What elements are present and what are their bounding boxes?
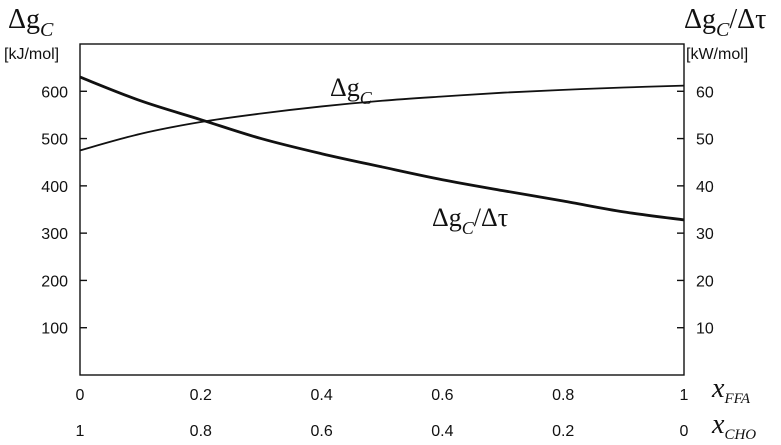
y-right-suffix: /Δτ	[729, 4, 766, 35]
series-label-suffix: /Δτ	[474, 203, 508, 232]
x-secondary-subscript: CHO	[724, 427, 756, 443]
y-right-tick-label: 30	[696, 226, 714, 243]
x-secondary-tick-label: 1	[76, 423, 85, 440]
x-primary-tick-label: 1	[680, 387, 689, 404]
y-left-symbol: Δg	[8, 4, 40, 35]
x-primary-tick-label: 0.2	[190, 387, 212, 404]
y-right-symbol: Δg	[684, 4, 716, 35]
series-label-symbol: Δg	[432, 203, 462, 232]
x-primary-tick-label: 0	[76, 387, 85, 404]
x-primary-tick-label: 0.8	[552, 387, 574, 404]
x-secondary-tick-label: 0.4	[431, 423, 453, 440]
y-left-axis-title: ΔgC	[8, 4, 54, 41]
series-label-subscript: C	[360, 88, 373, 108]
series-label-symbol: Δg	[330, 73, 360, 102]
x-primary-symbol: x	[711, 373, 725, 404]
x-primary-tick-label: 0.4	[310, 387, 332, 404]
y-left-tick-label: 500	[41, 132, 68, 149]
y-right-tick-label: 40	[696, 179, 714, 196]
series-line-1	[79, 75, 685, 222]
series-label-1: ΔgC/Δτ	[432, 203, 508, 238]
series-label-0: ΔgC	[330, 73, 373, 108]
series-line-0	[79, 84, 685, 152]
y-right-tick-label: 10	[696, 321, 714, 338]
y-left-tick-label: 300	[41, 226, 68, 243]
y-right-axis-title: ΔgC/Δτ	[684, 4, 766, 41]
series-group	[79, 75, 685, 222]
y-left-tick-label: 400	[41, 179, 68, 196]
y-right-tick-label: 20	[696, 273, 714, 290]
x-secondary-tick-label: 0	[680, 423, 689, 440]
y-right-tick-label: 60	[696, 84, 714, 101]
y-right-tick-label: 50	[696, 132, 714, 149]
x-primary-axis-title: xFFA	[711, 373, 751, 407]
y-right-subscript: C	[716, 19, 730, 41]
y-left-tick-label: 200	[41, 273, 68, 290]
x-secondary-symbol: x	[711, 409, 725, 440]
x-secondary-tick-label: 0.2	[552, 423, 574, 440]
axis-ticks: 100200300400500600102030405060010.20.80.…	[41, 84, 714, 440]
series-label-subscript: C	[462, 218, 475, 238]
x-secondary-tick-label: 0.8	[190, 423, 212, 440]
y-left-tick-label: 100	[41, 321, 68, 338]
y-left-tick-label: 600	[41, 84, 68, 101]
x-primary-tick-label: 0.6	[431, 387, 453, 404]
x-secondary-axis-title: xCHO	[711, 409, 756, 443]
x-primary-subscript: FFA	[723, 391, 750, 407]
y-right-unit: [kW/mol]	[686, 46, 748, 63]
plot-frame	[79, 43, 685, 376]
y-left-subscript: C	[40, 19, 54, 41]
x-secondary-tick-label: 0.6	[310, 423, 332, 440]
y-left-unit: [kJ/mol]	[4, 46, 59, 63]
